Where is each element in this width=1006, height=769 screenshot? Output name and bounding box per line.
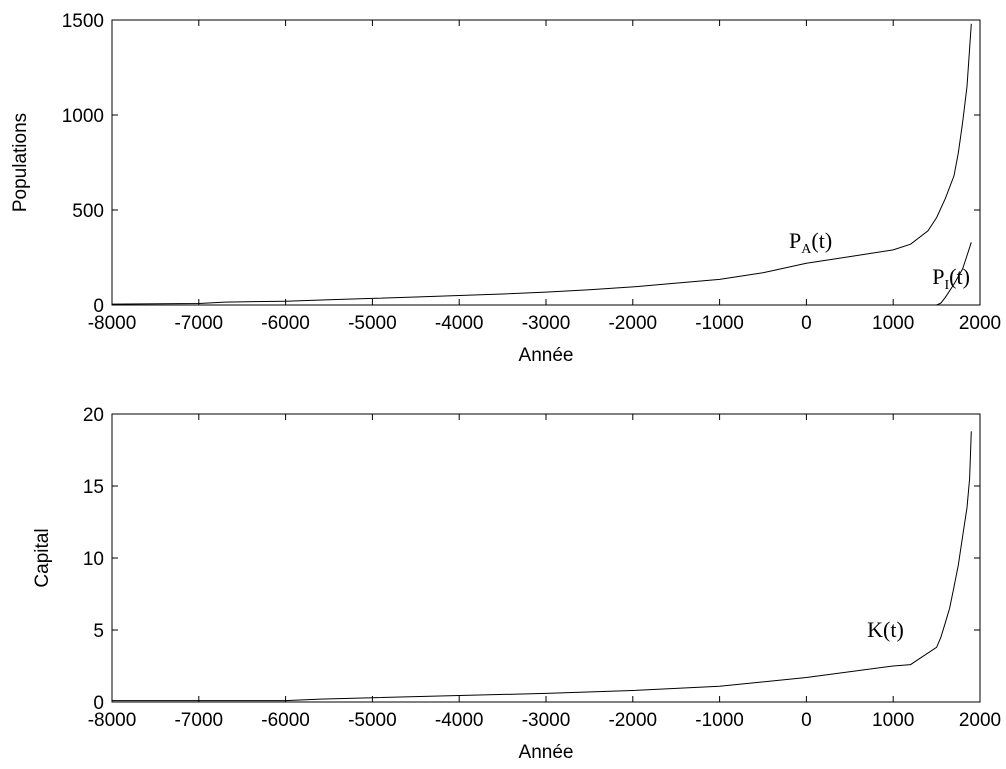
x-tick-label: -4000: [435, 710, 484, 731]
y-tick-label: 0: [93, 693, 104, 714]
y-tick-label: 500: [72, 201, 104, 222]
x-tick-label: -8000: [88, 313, 137, 334]
x-tick-label: 2000: [959, 313, 1001, 334]
x-tick-label: -1000: [695, 710, 744, 731]
y-tick-label: 15: [83, 477, 104, 498]
series-line-0: [112, 431, 972, 702]
y-tick-label: 10: [83, 549, 104, 570]
plot-frame: [111, 413, 981, 703]
capital-chart: -8000 -7000 -6000 -5000 -4000 -3000 -2000 -1000…: [32, 405, 1001, 763]
x-tick-label: -3000: [522, 710, 571, 731]
populations-chart: -8000 -7000 -6000 -5000 -4000 -3000 -2000 -1000…: [10, 11, 1001, 366]
series-line-0: [111, 23, 972, 305]
x-tick-label: -8000: [88, 710, 137, 731]
y-tick-label: 1000: [62, 106, 104, 127]
x-tick-label: -2000: [608, 710, 657, 731]
x-tick-label: -5000: [348, 710, 397, 731]
x-tick-label: -6000: [261, 313, 310, 334]
series-annotation: PA(t): [789, 228, 832, 257]
x-tick-label: 1000: [872, 710, 914, 731]
y-tick-label: 0: [93, 296, 104, 317]
x-tick-label: -7000: [174, 710, 223, 731]
y-axis-label: Populations: [10, 113, 31, 212]
x-tick-label: 0: [801, 313, 812, 334]
x-tick-label: -6000: [261, 710, 310, 731]
x-tick-label: -7000: [174, 313, 223, 334]
x-axis-label: Année: [519, 742, 574, 763]
y-tick-label: 20: [83, 405, 104, 426]
x-tick-label: -5000: [348, 313, 397, 334]
plot-frame: [111, 19, 981, 306]
y-tick-label: 1500: [62, 11, 104, 32]
x-tick-label: -3000: [522, 313, 571, 334]
x-tick-label: -4000: [435, 313, 484, 334]
y-axis-label: Capital: [32, 528, 53, 587]
series-annotation: K(t): [867, 617, 904, 642]
series-annotation: PI(t): [932, 264, 970, 293]
x-tick-label: 1000: [872, 313, 914, 334]
series-line-1: [112, 242, 972, 306]
x-tick-label: 2000: [959, 710, 1001, 731]
x-axis-label: Année: [519, 345, 574, 366]
y-tick-label: 5: [93, 621, 104, 642]
x-tick-label: -1000: [695, 313, 744, 334]
x-tick-label: 0: [801, 710, 812, 731]
x-tick-label: -2000: [608, 313, 657, 334]
